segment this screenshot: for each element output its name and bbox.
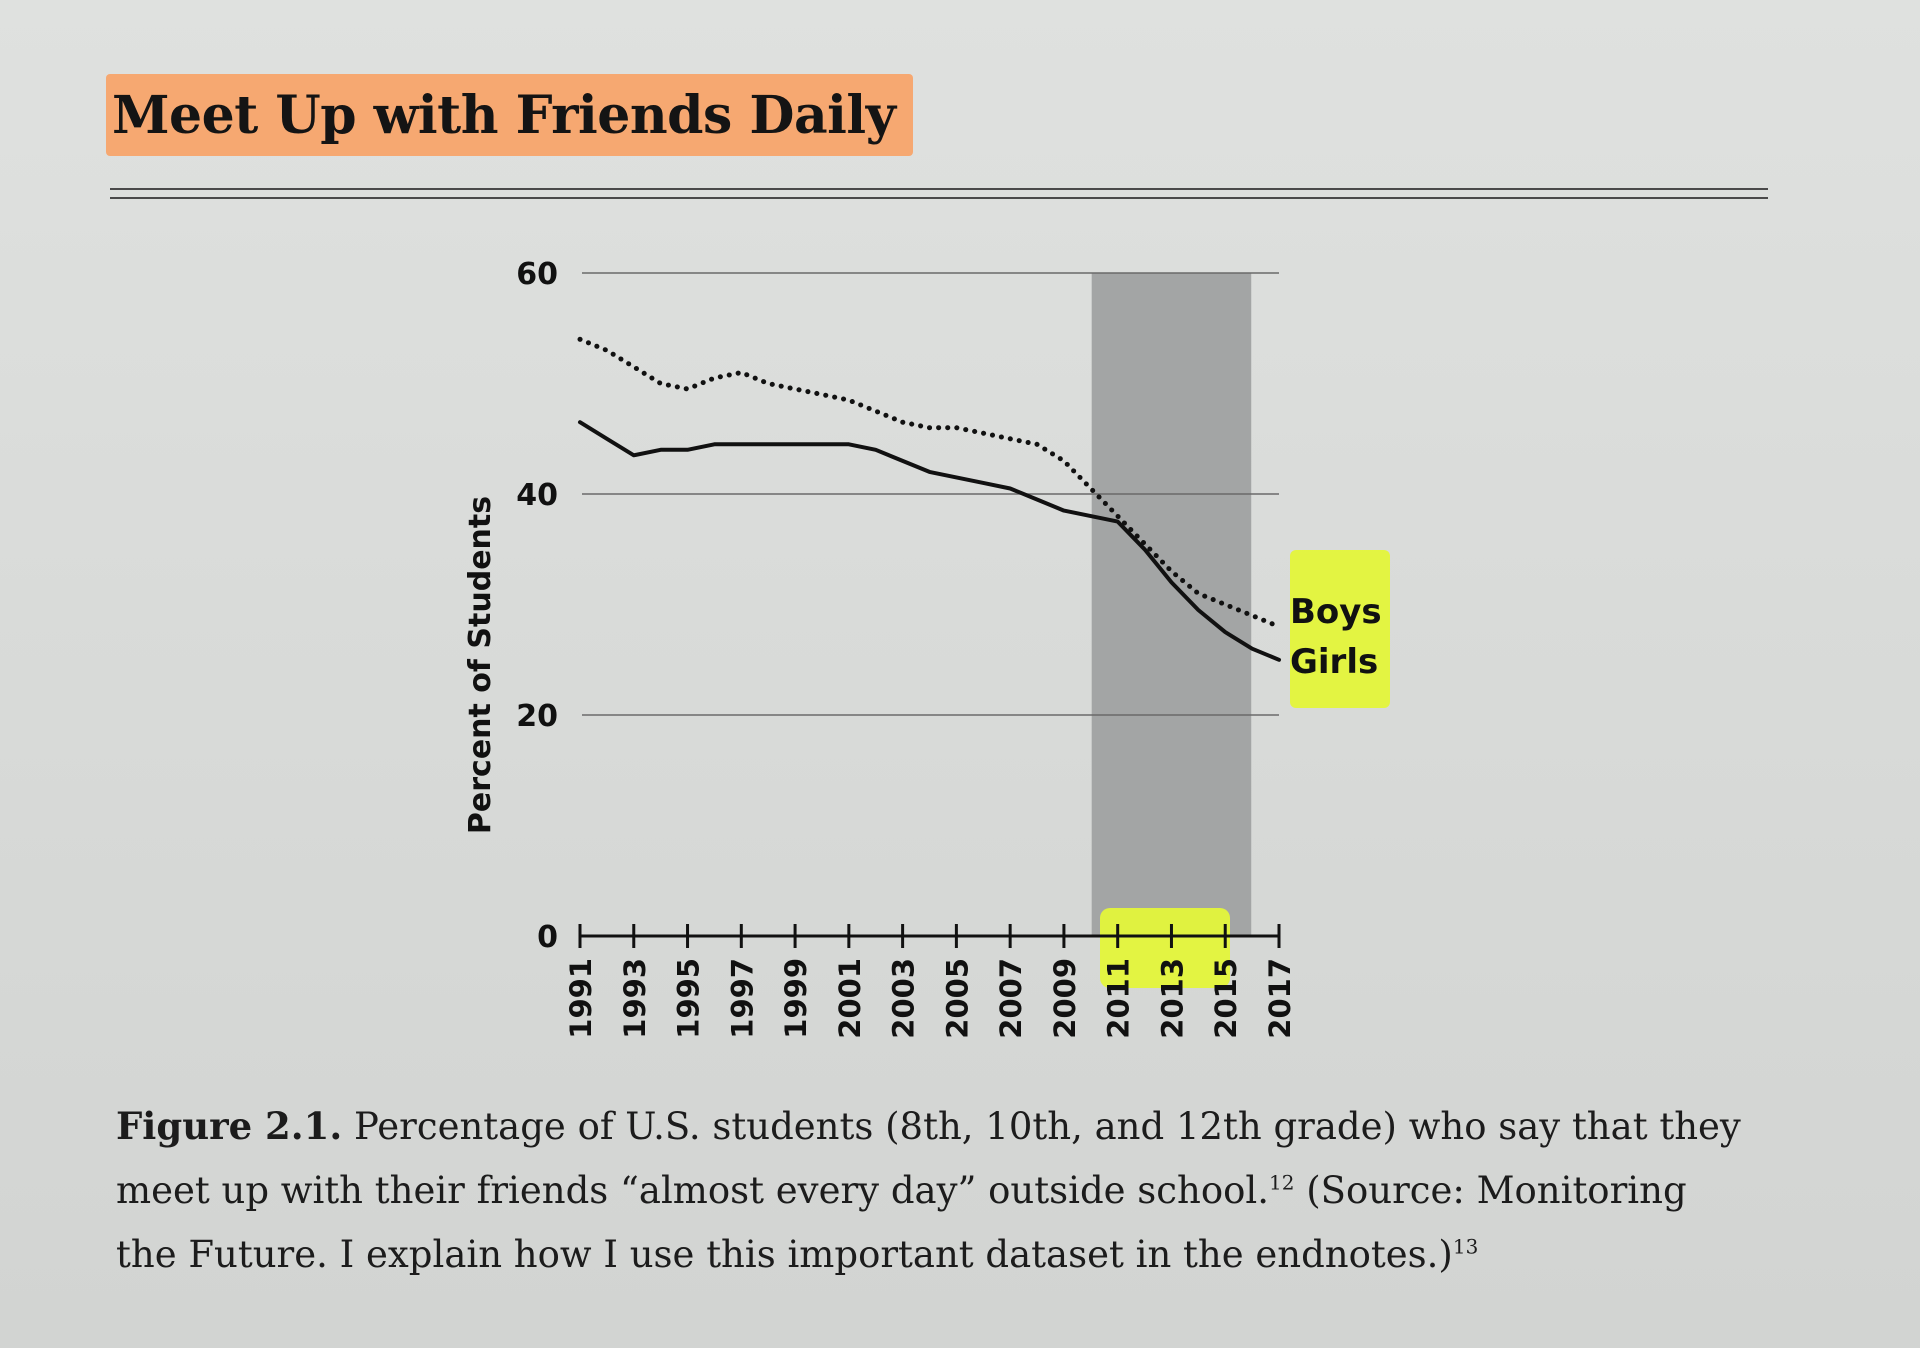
highlight-layer [1100, 550, 1390, 988]
top-rule-2 [110, 197, 1768, 199]
figure-caption: Figure 2.1. Percentage of U.S. students … [116, 1094, 1776, 1287]
caption-line2b: (Source: Monitoring [1294, 1169, 1687, 1212]
grid-layer [582, 272, 1279, 716]
y-axis: 0 20 40 60 [516, 257, 558, 955]
endnote-12: 12 [1268, 1170, 1295, 1195]
x-tick-label-1997: 1997 [725, 958, 759, 1039]
x-tick-label-1995: 1995 [672, 958, 706, 1039]
caption-line2: meet up with their friends “almost every… [116, 1169, 1269, 1212]
shade-layer [1091, 273, 1252, 936]
y-tick-label-0: 0 [537, 920, 558, 955]
chart-title: Meet Up with Friends Daily [112, 84, 896, 146]
x-tick-label-2015: 2015 [1209, 958, 1243, 1039]
caption-line1: Percentage of U.S. students (8th, 10th, … [342, 1105, 1741, 1148]
title-highlight: Meet Up with Friends Daily [106, 74, 914, 156]
series-line-boys [577, 336, 1282, 630]
x-tick-label-2011: 2011 [1102, 958, 1136, 1039]
x-tick-label-2009: 2009 [1048, 958, 1082, 1039]
x-tick-label-2017: 2017 [1263, 958, 1297, 1039]
x-tick-label-1991: 1991 [564, 958, 598, 1039]
legend-label-girls: Girls [1290, 642, 1378, 682]
y-tick-label-40: 40 [516, 478, 558, 513]
caption-line3: the Future. I explain how I use this imp… [116, 1233, 1453, 1276]
x-tick-label-2007: 2007 [994, 958, 1028, 1039]
x-tick-label-2001: 2001 [833, 958, 867, 1039]
x-tick-label-2005: 2005 [940, 958, 974, 1039]
shaded-period-2011-2015 [1091, 273, 1252, 936]
legend-label-boys: Boys [1290, 592, 1382, 632]
x-tick-label-2013: 2013 [1155, 958, 1189, 1039]
x-tick-label-1999: 1999 [779, 958, 813, 1039]
x-tick-label-2003: 2003 [887, 958, 921, 1039]
series-line-girls [578, 420, 1281, 662]
caption-label: Figure 2.1. [116, 1104, 343, 1148]
x-axis: 1991 1993 1995 1997 1999 2001 2003 2005 2007 2009… [564, 924, 1297, 1039]
series-layer [577, 336, 1282, 662]
axis-highlight [1100, 908, 1230, 988]
y-axis-label: Percent of Students [463, 496, 498, 834]
legend-layer: Boys Girls [1290, 592, 1382, 682]
legend-highlight [1290, 550, 1390, 708]
y-tick-label-60: 60 [516, 257, 558, 292]
y-tick-label-20: 20 [516, 699, 558, 734]
endnote-13: 13 [1452, 1234, 1479, 1259]
x-tick-label-1993: 1993 [618, 958, 652, 1039]
top-rule [110, 188, 1768, 190]
